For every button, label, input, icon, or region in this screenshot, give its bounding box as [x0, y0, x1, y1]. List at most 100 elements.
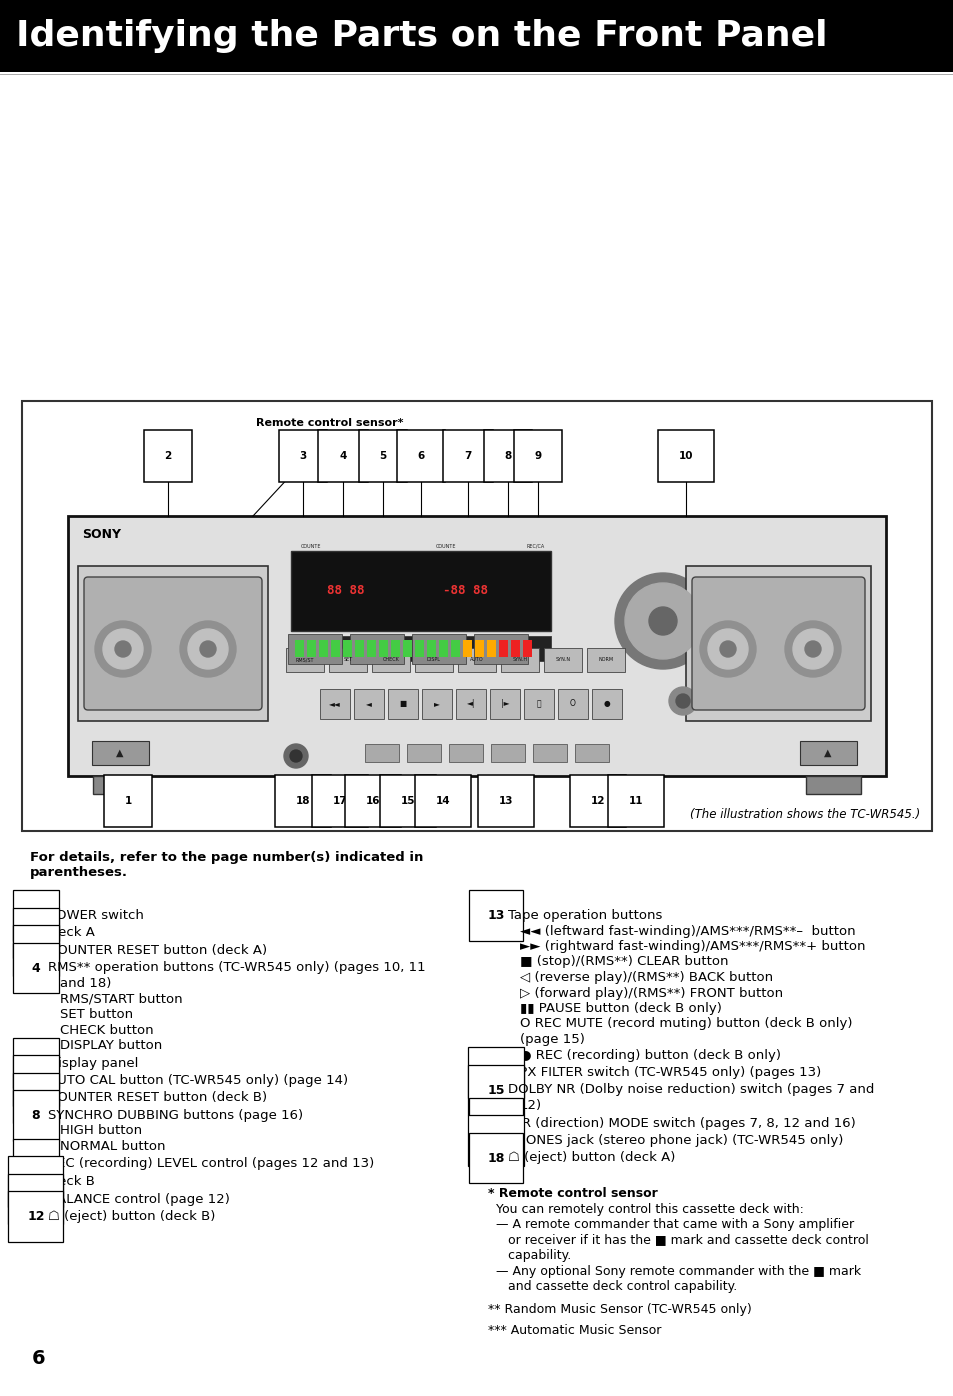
FancyBboxPatch shape: [522, 639, 532, 658]
FancyBboxPatch shape: [685, 565, 870, 720]
Text: 13: 13: [498, 796, 513, 805]
Text: CHECK: CHECK: [382, 658, 399, 663]
Circle shape: [115, 641, 131, 658]
Text: NORMAL button: NORMAL button: [60, 1141, 165, 1153]
Text: ● REC (recording) button (deck B only): ● REC (recording) button (deck B only): [519, 1048, 781, 1061]
Circle shape: [700, 621, 755, 677]
FancyBboxPatch shape: [412, 634, 465, 664]
FancyBboxPatch shape: [291, 637, 551, 660]
Text: 6: 6: [416, 451, 424, 461]
Text: ■ (stop)/(RMS**) CLEAR button: ■ (stop)/(RMS**) CLEAR button: [519, 955, 728, 969]
Text: 11: 11: [628, 796, 642, 805]
FancyBboxPatch shape: [286, 648, 324, 671]
FancyBboxPatch shape: [367, 639, 375, 658]
Circle shape: [648, 607, 677, 635]
Text: 4: 4: [339, 451, 346, 461]
FancyBboxPatch shape: [805, 776, 861, 794]
Text: AUTO CAL button (TC-WR545 only) (page 14): AUTO CAL button (TC-WR545 only) (page 14…: [48, 1074, 348, 1087]
Text: capability.: capability.: [488, 1249, 571, 1262]
FancyBboxPatch shape: [350, 634, 403, 664]
FancyBboxPatch shape: [343, 639, 352, 658]
Text: ⏸: ⏸: [537, 699, 540, 709]
FancyBboxPatch shape: [511, 639, 519, 658]
Text: ●: ●: [603, 699, 610, 709]
Text: SYN.N: SYN.N: [555, 658, 570, 663]
FancyBboxPatch shape: [391, 639, 399, 658]
Text: 12): 12): [519, 1099, 541, 1113]
Text: 7: 7: [31, 1092, 40, 1104]
Text: |►: |►: [500, 699, 509, 709]
Text: 17: 17: [487, 1134, 504, 1148]
Circle shape: [284, 744, 308, 768]
Circle shape: [720, 641, 735, 658]
Text: 1: 1: [31, 909, 40, 921]
Text: 12: 12: [590, 796, 604, 805]
Text: 5: 5: [379, 451, 386, 461]
Text: 3: 3: [299, 451, 306, 461]
Text: 10: 10: [28, 1175, 45, 1188]
Text: — A remote commander that came with a Sony amplifier: — A remote commander that came with a So…: [488, 1217, 853, 1231]
Text: Tape operation buttons: Tape operation buttons: [507, 909, 661, 921]
Text: ◄◄: ◄◄: [329, 699, 340, 709]
Circle shape: [290, 750, 302, 762]
Text: (The illustration shows the TC-WR545.): (The illustration shows the TC-WR545.): [689, 808, 919, 821]
FancyBboxPatch shape: [331, 639, 339, 658]
Text: 18: 18: [295, 796, 310, 805]
Text: DISPLAY button: DISPLAY button: [60, 1039, 162, 1053]
Text: 18: 18: [487, 1152, 504, 1164]
FancyBboxPatch shape: [91, 741, 149, 765]
Text: 12: 12: [28, 1210, 45, 1223]
Text: 6: 6: [31, 1074, 40, 1087]
FancyBboxPatch shape: [78, 565, 268, 720]
FancyBboxPatch shape: [427, 639, 436, 658]
Circle shape: [200, 641, 215, 658]
Text: 1: 1: [124, 796, 132, 805]
Text: ◁ (reverse play)/(RMS**) BACK button: ◁ (reverse play)/(RMS**) BACK button: [519, 972, 772, 984]
Circle shape: [180, 621, 235, 677]
Text: and 18): and 18): [60, 977, 112, 990]
Text: 2: 2: [164, 451, 172, 461]
Text: 8: 8: [31, 1108, 40, 1122]
Text: 14: 14: [487, 1067, 504, 1079]
Text: ▷ (forward play)/(RMS**) FRONT button: ▷ (forward play)/(RMS**) FRONT button: [519, 987, 782, 1000]
Text: 17: 17: [333, 796, 347, 805]
FancyBboxPatch shape: [451, 639, 459, 658]
FancyBboxPatch shape: [319, 690, 350, 719]
Text: or receiver if it has the ■ mark and cassette deck control: or receiver if it has the ■ mark and cas…: [488, 1234, 868, 1247]
Circle shape: [784, 621, 841, 677]
Text: COUNTE: COUNTE: [436, 544, 456, 549]
Circle shape: [624, 584, 700, 659]
Text: ☖ (eject) button (deck A): ☖ (eject) button (deck A): [507, 1152, 675, 1164]
Text: Identifying the Parts on the Front Panel: Identifying the Parts on the Front Panel: [16, 20, 826, 53]
FancyBboxPatch shape: [407, 744, 440, 762]
FancyBboxPatch shape: [68, 517, 885, 776]
Circle shape: [668, 687, 697, 715]
FancyBboxPatch shape: [354, 690, 384, 719]
Text: 10: 10: [678, 451, 693, 461]
FancyBboxPatch shape: [294, 639, 304, 658]
FancyBboxPatch shape: [498, 639, 507, 658]
Text: Display panel: Display panel: [48, 1057, 138, 1069]
Text: 8: 8: [504, 451, 511, 461]
Text: PHONES jack (stereo phone jack) (TC-WR545 only): PHONES jack (stereo phone jack) (TC-WR54…: [507, 1134, 842, 1148]
Circle shape: [792, 630, 832, 669]
FancyBboxPatch shape: [592, 690, 621, 719]
Text: HIGH button: HIGH button: [60, 1125, 142, 1138]
Text: 88 88: 88 88: [327, 585, 364, 597]
FancyBboxPatch shape: [378, 639, 388, 658]
FancyBboxPatch shape: [474, 634, 527, 664]
Text: 15: 15: [487, 1083, 504, 1096]
FancyBboxPatch shape: [415, 648, 453, 671]
FancyBboxPatch shape: [307, 639, 315, 658]
Text: For details, refer to the page number(s) indicated in
parentheses.: For details, refer to the page number(s)…: [30, 852, 423, 879]
Text: POWER switch: POWER switch: [48, 909, 144, 921]
FancyBboxPatch shape: [438, 639, 448, 658]
Text: 2: 2: [31, 927, 40, 940]
Text: ▲: ▲: [823, 748, 831, 758]
Circle shape: [95, 621, 151, 677]
FancyBboxPatch shape: [486, 639, 496, 658]
FancyBboxPatch shape: [421, 690, 452, 719]
Text: REC (recording) LEVEL control (pages 12 and 13): REC (recording) LEVEL control (pages 12 …: [48, 1157, 374, 1170]
Text: 13: 13: [487, 909, 504, 921]
FancyBboxPatch shape: [500, 648, 538, 671]
